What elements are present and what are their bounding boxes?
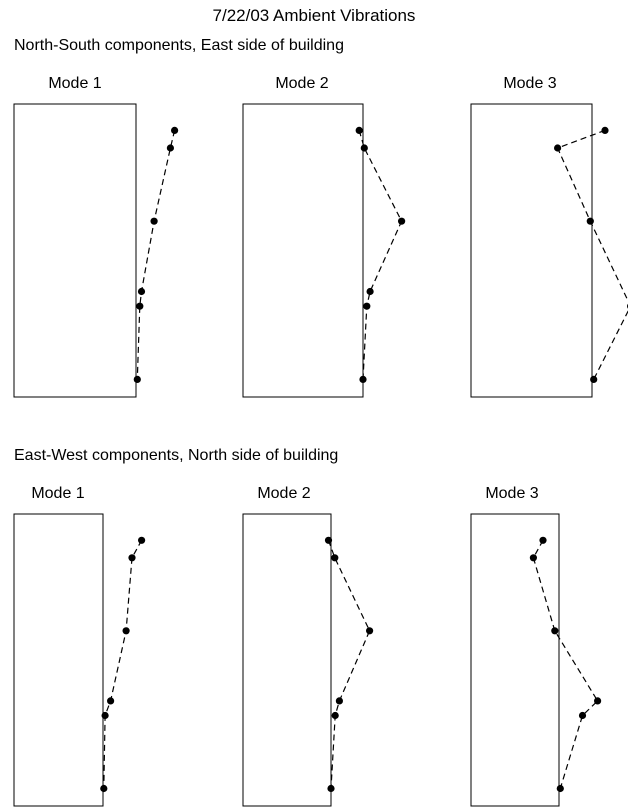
east-west-section-heading: East-West components, North side of buil…	[14, 447, 339, 464]
data-point	[166, 144, 174, 152]
data-point	[171, 126, 179, 134]
data-point	[355, 126, 363, 134]
building-outline	[13, 103, 137, 398]
building-outline	[13, 513, 104, 807]
data-point	[128, 554, 136, 562]
data-point	[363, 302, 371, 310]
mode-label: Mode 1	[48, 75, 101, 92]
data-point	[601, 126, 609, 134]
mode-label: Mode 2	[257, 485, 310, 502]
data-point	[324, 536, 333, 544]
data-point	[107, 697, 115, 705]
mode-label: Mode 2	[275, 75, 328, 92]
data-point	[138, 536, 146, 544]
data-point	[335, 697, 343, 705]
data-point	[398, 217, 406, 225]
data-point	[529, 554, 538, 562]
mode-shape-line	[103, 540, 143, 789]
data-point	[133, 375, 141, 383]
data-point	[578, 711, 587, 720]
ns-mode-2-plot: Mode 2	[242, 75, 406, 398]
data-point	[360, 144, 368, 152]
data-point	[551, 627, 559, 635]
data-point	[366, 287, 374, 296]
mode-label: Mode 3	[503, 75, 556, 92]
data-point	[122, 627, 130, 635]
chart-title: 7/22/03 Ambient Vibrations	[212, 6, 416, 25]
mode-shape-line	[327, 540, 371, 789]
ns-mode-3-plot: Mode 3	[470, 75, 628, 398]
data-point	[327, 784, 335, 793]
ew-mode-1-plot: Mode 1	[13, 485, 146, 807]
data-point	[554, 144, 562, 152]
mode-shape-line	[136, 130, 176, 380]
data-point	[331, 554, 339, 562]
ns-mode-1-plot: Mode 1	[13, 75, 179, 398]
ew-mode-2-plot: Mode 2	[242, 485, 374, 807]
data-point	[150, 217, 158, 225]
data-point	[100, 784, 108, 793]
north-south-section-heading: North-South components, East side of bui…	[14, 37, 344, 54]
data-point	[586, 217, 594, 225]
ew-mode-3-plot: Mode 3	[470, 485, 602, 807]
mode-shape-line	[556, 129, 628, 380]
data-point	[539, 536, 547, 544]
data-point	[366, 627, 374, 635]
mode-shape-line	[358, 130, 403, 380]
building-outline	[242, 513, 332, 807]
data-point	[136, 302, 144, 310]
data-point	[101, 711, 109, 720]
data-point	[590, 375, 598, 383]
mode-shape-line	[532, 540, 599, 789]
mode-label: Mode 1	[31, 485, 84, 502]
building-outline	[470, 103, 593, 398]
building-outline	[242, 103, 364, 398]
data-point	[594, 697, 602, 705]
data-point	[556, 784, 564, 793]
data-point	[137, 287, 146, 296]
mode-label: Mode 3	[485, 485, 538, 502]
data-point	[331, 711, 339, 720]
building-outline	[470, 513, 560, 807]
data-point	[359, 375, 367, 383]
